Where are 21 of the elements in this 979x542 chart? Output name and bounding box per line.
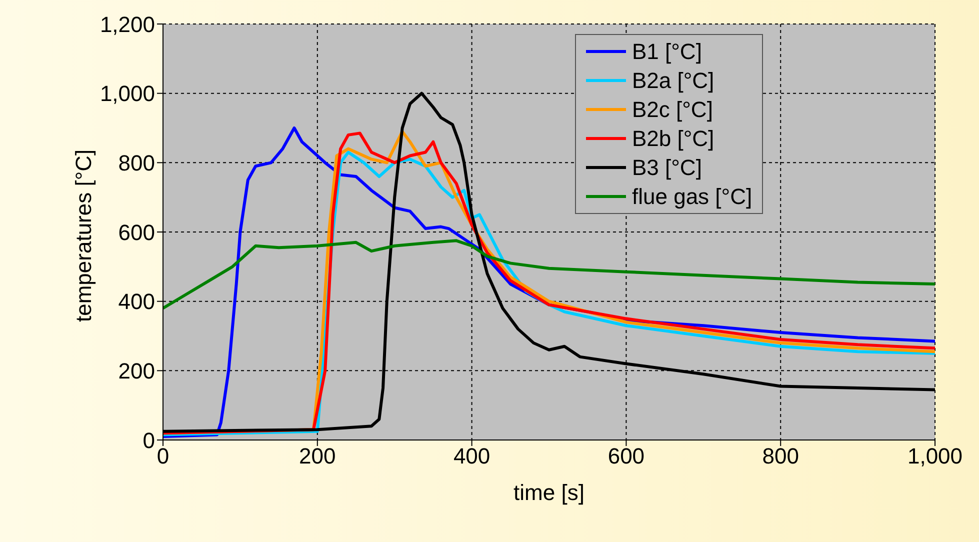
legend-label: B2b [°C] [632,125,714,153]
y-tick-label: 1,000 [100,81,155,106]
y-tick-label: 200 [118,358,155,384]
x-tick-label: 200 [299,444,336,469]
y-tick-label: 0 [142,428,155,453]
legend-label: B2c [°C] [632,96,713,124]
x-axis-title: time [s] [514,480,584,505]
y-tick-label: 400 [118,289,155,314]
legend-label: B1 [°C] [632,38,702,66]
x-tick-label: 400 [453,444,490,469]
line-series [163,239,935,310]
y-tick-label: 1,200 [100,12,155,37]
legend-label: flue gas [°C] [632,183,752,211]
y-axis-title: temperatures [°C] [70,149,96,322]
legend-label: B2a [°C] [632,67,714,95]
legend-label: B3 [°C] [632,154,702,182]
x-tick-label: 800 [762,444,799,469]
y-tick-label: 800 [118,150,155,176]
x-tick-label: 600 [608,444,645,469]
y-tick-label: 600 [118,220,155,245]
x-tick-label: 1,000 [907,444,963,469]
